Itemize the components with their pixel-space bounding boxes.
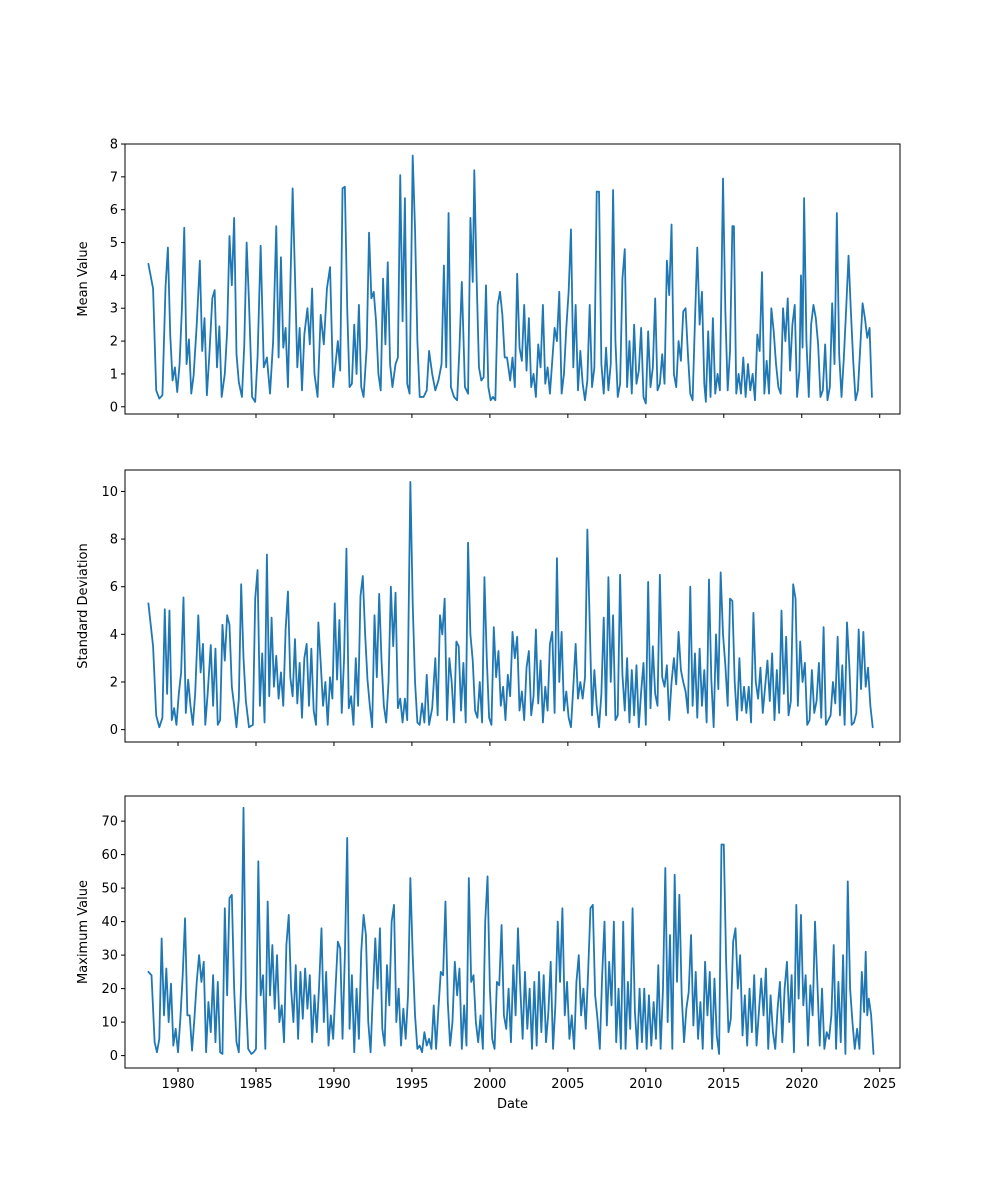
y-tick-label: 0 (110, 723, 118, 738)
y-tick-label: 4 (110, 628, 118, 643)
series-line-3-1 (147, 806, 875, 1055)
y-tick-label: 10 (101, 485, 118, 500)
subplot-2: 0 2 4 6 8 10 Standard Deviation (76, 469, 901, 746)
x-tick-label: 2000 (473, 1077, 506, 1092)
x-tick-label: 2020 (785, 1077, 818, 1092)
series-line-2-1 (147, 481, 874, 729)
x-axis-label: Date (497, 1097, 528, 1112)
y-tick-label: 6 (110, 203, 118, 218)
x-tick-label: 2015 (707, 1077, 740, 1092)
axes-frame (124, 795, 901, 1069)
y-tick-label: 5 (110, 236, 118, 251)
y-tick-label: 1 (110, 367, 118, 382)
y-tick-label: 2 (110, 675, 118, 690)
y-tick-label: 50 (101, 882, 118, 897)
x-tick-label: 2005 (551, 1077, 584, 1092)
y-axis-label: Standard Deviation (76, 543, 91, 668)
series-line-1-1 (147, 154, 873, 405)
subplots: 0 1 2 3 4 5 6 7 8 Mean Value 0 2 4 6 8 10 Standard Devia… (76, 138, 901, 1112)
axes-frame (124, 143, 901, 415)
axes-frame (124, 469, 901, 743)
y-tick-label: 0 (110, 400, 118, 415)
x-tick-label: 1985 (239, 1077, 272, 1092)
y-tick-label: 70 (101, 815, 118, 830)
y-tick-label: 7 (110, 170, 118, 185)
y-tick-label: 40 (101, 915, 118, 930)
y-tick-label: 8 (110, 138, 118, 153)
y-tick-label: 2 (110, 335, 118, 350)
y-tick-label: 30 (101, 949, 118, 964)
y-tick-label: 60 (101, 848, 118, 863)
y-axis-label: Maximum Value (76, 880, 91, 984)
subplot-3: 0 10 20 30 40 50 60 70 1980 1985 1990 1995 2000 2005 2… (76, 795, 901, 1112)
y-tick-label: 0 (110, 1049, 118, 1064)
y-axis-label: Mean Value (76, 241, 91, 316)
y-tick-label: 4 (110, 269, 118, 284)
y-tick-label: 10 (101, 1016, 118, 1031)
x-tick-label: 2010 (629, 1077, 662, 1092)
y-tick-label: 6 (110, 580, 118, 595)
y-tick-label: 20 (101, 982, 118, 997)
x-tick-label: 2025 (863, 1077, 896, 1092)
y-tick-label: 3 (110, 302, 118, 317)
x-tick-label: 1995 (395, 1077, 428, 1092)
x-tick-label: 1990 (317, 1077, 350, 1092)
subplot-1: 0 1 2 3 4 5 6 7 8 Mean Value (76, 138, 901, 418)
y-tick-label: 8 (110, 533, 118, 548)
x-tick-label: 1980 (161, 1077, 194, 1092)
